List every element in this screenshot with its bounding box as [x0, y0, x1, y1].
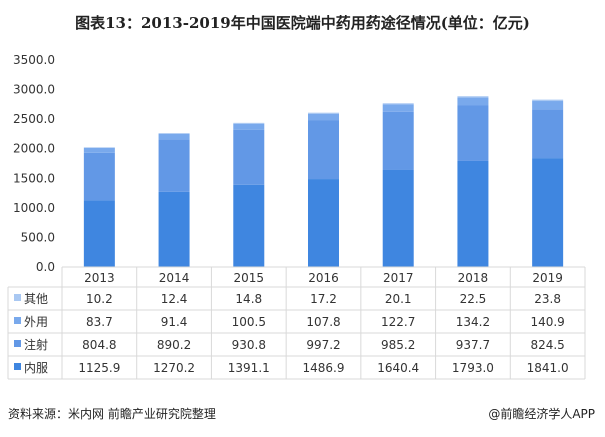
data-label: 12.4 [161, 292, 188, 306]
bar-外用-2015 [233, 123, 265, 130]
bar-内服-2018 [457, 160, 489, 267]
data-label: 134.2 [456, 315, 490, 329]
data-label: 22.5 [460, 292, 487, 306]
y-tick-label: 0.0 [36, 260, 55, 274]
x-tick-label: 2013 [84, 271, 115, 285]
data-label: 937.7 [456, 338, 490, 352]
data-label: 804.8 [82, 338, 116, 352]
bar-注射-2017 [382, 111, 414, 170]
bar-外用-2013 [83, 147, 115, 153]
data-label: 107.8 [306, 315, 340, 329]
data-label: 140.9 [530, 315, 564, 329]
bar-注射-2016 [308, 120, 339, 180]
y-tick-label: 2000.0 [13, 142, 55, 156]
bar-注射-2018 [457, 105, 489, 161]
data-label: 83.7 [86, 315, 113, 329]
legend-label: 外用 [24, 315, 48, 329]
legend-swatch-内服 [14, 363, 21, 370]
bar-注射-2019 [532, 109, 564, 159]
bar-外用-2019 [532, 101, 564, 110]
data-label: 930.8 [232, 338, 266, 352]
bar-内服-2013 [83, 200, 115, 267]
data-label: 23.8 [534, 292, 561, 306]
data-label: 1640.4 [377, 361, 419, 375]
legend-label: 其他 [24, 292, 48, 306]
data-label: 1270.2 [153, 361, 195, 375]
data-label: 985.2 [381, 338, 415, 352]
bar-其他-2018 [457, 96, 489, 98]
bar-其他-2015 [233, 122, 265, 124]
data-label: 1391.1 [228, 361, 270, 375]
x-tick-label: 2016 [308, 271, 339, 285]
bar-外用-2017 [382, 104, 414, 112]
legend-label: 注射 [24, 337, 48, 352]
x-tick-label: 2019 [532, 271, 563, 285]
data-label: 824.5 [530, 338, 564, 352]
bar-内服-2017 [382, 169, 414, 267]
bar-外用-2018 [457, 97, 489, 106]
bar-其他-2014 [158, 133, 190, 134]
x-tick-label: 2014 [159, 271, 190, 285]
bar-内服-2019 [532, 158, 564, 267]
data-label: 14.8 [235, 292, 262, 306]
bar-其他-2013 [83, 147, 115, 148]
legend-swatch-外用 [14, 317, 21, 324]
bar-内服-2016 [308, 179, 339, 267]
bar-外用-2016 [308, 113, 339, 121]
legend-swatch-注射 [14, 340, 21, 347]
data-label: 17.2 [310, 292, 337, 306]
x-tick-label: 2018 [458, 271, 489, 285]
bar-其他-2016 [308, 112, 339, 114]
data-label: 91.4 [161, 315, 188, 329]
legend-swatch-其他 [14, 294, 21, 301]
bar-内服-2014 [158, 191, 190, 267]
bar-内服-2015 [233, 184, 265, 267]
data-label: 10.2 [86, 292, 113, 306]
data-label: 1486.9 [303, 361, 345, 375]
bar-其他-2017 [382, 103, 414, 105]
y-tick-label: 500.0 [21, 230, 55, 244]
source-note: 资料来源：米内网 前瞻产业研究院整理 [8, 407, 216, 421]
bar-注射-2014 [158, 139, 190, 192]
y-tick-label: 1000.0 [13, 201, 55, 215]
data-label: 122.7 [381, 315, 415, 329]
y-tick-label: 3000.0 [13, 83, 55, 97]
x-tick-label: 2015 [234, 271, 265, 285]
data-label: 20.1 [385, 292, 412, 306]
bar-外用-2014 [158, 133, 190, 140]
chart-title: 图表13：2013-2019年中国医院端中药用药途径情况(单位：亿元) [75, 14, 530, 32]
y-tick-label: 3500.0 [13, 53, 55, 67]
data-label: 100.5 [232, 315, 266, 329]
x-tick-label: 2017 [383, 271, 414, 285]
data-label: 997.2 [306, 338, 340, 352]
data-label: 1841.0 [527, 361, 569, 375]
bar-其他-2019 [532, 99, 564, 102]
bar-注射-2015 [233, 129, 265, 185]
bar-注射-2013 [83, 152, 115, 201]
data-label: 1125.9 [78, 361, 120, 375]
data-label: 1793.0 [452, 361, 494, 375]
y-tick-label: 1500.0 [13, 171, 55, 185]
data-label: 890.2 [157, 338, 191, 352]
legend-label: 内服 [24, 361, 48, 375]
y-tick-label: 2500.0 [13, 112, 55, 126]
brand-label: @前瞻经济学人APP [488, 407, 595, 421]
